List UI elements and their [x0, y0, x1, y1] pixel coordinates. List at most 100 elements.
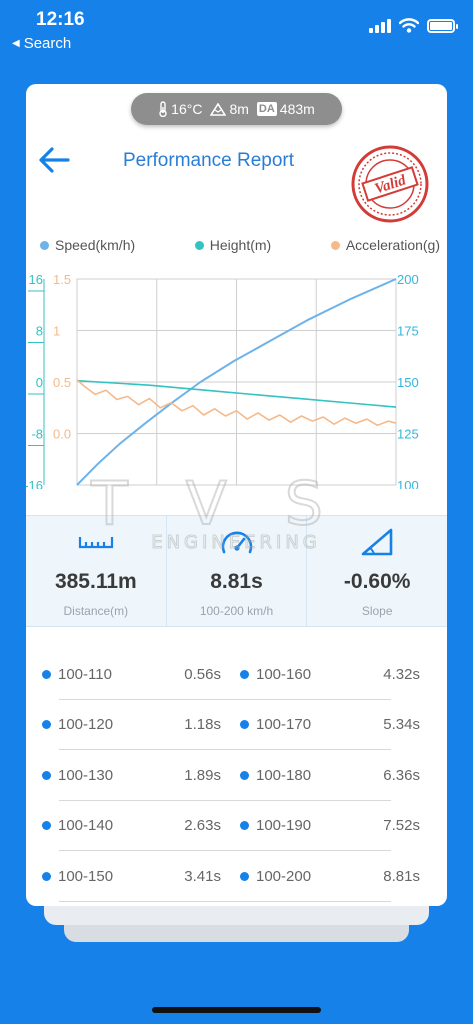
- slope-value: -0.60%: [343, 570, 411, 593]
- speed-series-line: [76, 278, 397, 486]
- split-dot: [240, 669, 249, 679]
- distance-value: 385.11m: [54, 570, 137, 593]
- speed-axis-tick-label: 200: [397, 272, 419, 287]
- split-row: 100-130 1.89s 100-180 6.36s: [26, 750, 447, 801]
- battery-icon: [427, 18, 458, 33]
- back-triangle-icon: ◀: [12, 38, 20, 49]
- split-divider: [59, 850, 391, 851]
- elevation-item: 8m: [210, 101, 249, 117]
- environment-conditions-pill: 16°C 8m DA 483m: [131, 93, 342, 125]
- split-divider: [59, 698, 391, 700]
- split-row: 100-110 0.56s 100-160 4.32s: [26, 649, 447, 700]
- cellular-signal-icon: [369, 18, 391, 33]
- split-label-text: 100-130: [58, 766, 114, 784]
- split-label-left: 100-130: [42, 750, 113, 800]
- home-indicator[interactable]: [152, 1007, 321, 1013]
- speed-axis-tick-label: 175: [397, 324, 419, 339]
- back-search-label: Search: [23, 35, 72, 52]
- stat-time: 8.81s 100-200 km/h: [165, 516, 307, 626]
- acceleration-series-line: [76, 379, 397, 427]
- split-dot: [240, 720, 249, 729]
- back-arrow-icon[interactable]: [36, 142, 72, 178]
- back-to-search-link[interactable]: ◀ Search: [12, 35, 71, 52]
- thermometer-icon: [159, 101, 167, 117]
- speedometer-icon: [221, 531, 252, 554]
- legend-item-speed: Speed(km/h): [40, 235, 135, 255]
- split-dot: [42, 821, 51, 830]
- speed-axis-tick-label: 150: [397, 375, 419, 390]
- elevation-value: 8m: [229, 101, 249, 117]
- da-badge: DA: [256, 102, 277, 116]
- temperature-value: 16°C: [171, 101, 203, 117]
- time-value: 8.81s: [210, 570, 263, 593]
- split-divider: [59, 900, 391, 902]
- split-dot: [240, 871, 249, 881]
- status-icons: [369, 18, 458, 33]
- split-time-right: 5.34s: [383, 716, 420, 733]
- slope-icon: [361, 528, 393, 556]
- split-label-text: 100-140: [58, 817, 114, 834]
- split-time-right: 6.36s: [383, 766, 420, 784]
- performance-report-card: 16°C 8m DA 483m Performance Report Valid: [26, 84, 447, 906]
- wifi-icon: [399, 18, 419, 33]
- page-title: Performance Report: [122, 150, 295, 171]
- split-dot: [42, 770, 51, 780]
- split-label-left: 100-120: [42, 700, 113, 750]
- legend-label-speed: Speed(km/h): [55, 237, 136, 253]
- stat-distance: 385.11m Distance(m): [26, 516, 166, 626]
- split-label-right: 100-200: [240, 851, 311, 901]
- split-time-left: 1.18s: [184, 716, 221, 733]
- height-axis-tick-label: 0: [36, 375, 43, 390]
- distance-label: Distance(m): [63, 604, 129, 618]
- temperature-item: 16°C: [158, 101, 202, 117]
- time-label: 100-200 km/h: [199, 604, 274, 618]
- split-label-text: 100-180: [256, 766, 312, 784]
- split-dot: [42, 871, 51, 881]
- split-time-left: 3.41s: [184, 867, 221, 885]
- split-divider: [59, 749, 391, 750]
- height-axis-tick-label: -8: [31, 427, 43, 442]
- split-label-right: 100-160: [240, 649, 311, 699]
- valid-stamp: Valid: [351, 145, 429, 223]
- summary-stats: 385.11m Distance(m) 8.81s 100-200 km/h: [26, 515, 447, 627]
- split-label-text: 100-200: [256, 867, 312, 885]
- split-row: 100-120 1.18s 100-170 5.34s: [26, 700, 447, 750]
- split-label-text: 100-120: [58, 716, 114, 733]
- split-times-list: 100-110 0.56s 100-160 4.32s 100-120 1.18…: [26, 649, 447, 902]
- chart-legend: Speed(km/h) Height(m) Acceleration(g): [40, 235, 440, 255]
- split-time-right: 7.52s: [383, 817, 420, 834]
- split-label-left: 100-140: [42, 801, 113, 851]
- split-label-text: 100-150: [58, 867, 114, 885]
- legend-dot-speed: [40, 240, 49, 250]
- legend-label-acceleration: Acceleration(g): [345, 237, 440, 253]
- split-time-left: 1.89s: [184, 766, 221, 784]
- split-label-text: 100-110: [58, 665, 112, 683]
- slope-label: Slope: [361, 604, 393, 618]
- clock: 12:16: [36, 9, 85, 30]
- split-dot: [240, 770, 249, 780]
- height-series-line: [76, 379, 397, 408]
- legend-item-height: Height(m): [194, 235, 271, 255]
- split-row: 100-150 3.41s 100-200 8.81s: [26, 851, 447, 902]
- split-label-right: 100-170: [240, 700, 311, 750]
- split-label-right: 100-180: [240, 750, 311, 800]
- split-time-right: 8.81s: [383, 867, 420, 885]
- legend-item-acceleration: Acceleration(g): [330, 235, 440, 255]
- split-label-text: 100-190: [256, 817, 312, 834]
- split-row: 100-140 2.63s 100-190 7.52s: [26, 801, 447, 851]
- height-axis-tick-label: 8: [36, 324, 43, 339]
- split-divider: [59, 799, 391, 801]
- legend-dot-height: [194, 240, 204, 250]
- acceleration-axis-tick-label: 0.0: [53, 427, 71, 442]
- split-label-right: 100-190: [240, 801, 311, 851]
- split-label-text: 100-160: [256, 665, 312, 683]
- acceleration-axis-tick-label: 1.5: [53, 272, 71, 287]
- height-axis-tick-label: 16: [29, 272, 43, 287]
- legend-dot-acceleration: [330, 240, 340, 250]
- split-time-left: 2.63s: [184, 817, 221, 834]
- speed-axis-tick-label: 100: [397, 478, 419, 489]
- speed-axis-tick-label: 125: [397, 427, 419, 442]
- split-label-left: 100-150: [42, 851, 113, 901]
- acceleration-axis-tick-label: 1: [53, 324, 60, 339]
- ruler-icon: [78, 537, 113, 549]
